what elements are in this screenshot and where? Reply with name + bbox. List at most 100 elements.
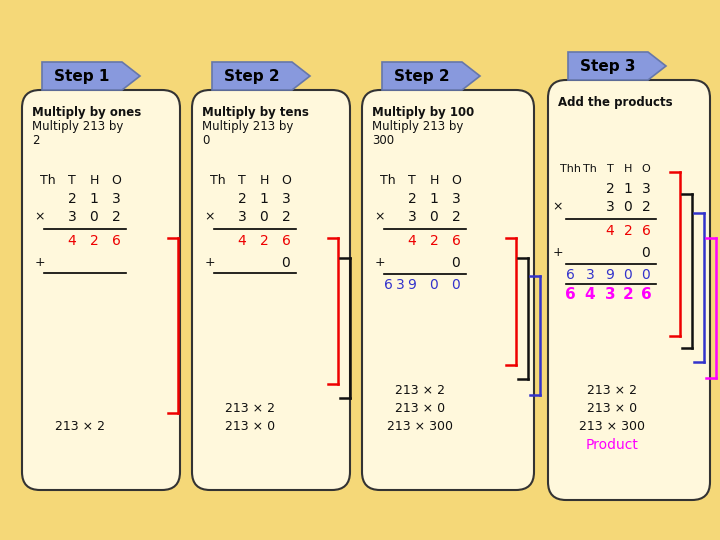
Text: 2: 2: [451, 210, 460, 224]
Text: 3: 3: [112, 192, 120, 206]
Text: 0: 0: [89, 210, 99, 224]
Text: 3: 3: [451, 192, 460, 206]
Text: 2: 2: [260, 234, 269, 248]
FancyBboxPatch shape: [22, 90, 180, 490]
Text: 213 × 2: 213 × 2: [395, 384, 445, 397]
Text: 2: 2: [623, 287, 634, 302]
Text: 0: 0: [642, 246, 650, 260]
Text: 2: 2: [606, 182, 614, 196]
Text: 6: 6: [564, 287, 575, 302]
Text: 2: 2: [89, 234, 99, 248]
Text: 2: 2: [408, 192, 416, 206]
Text: Multiply 213 by: Multiply 213 by: [372, 120, 464, 133]
Text: +: +: [35, 256, 45, 269]
Text: 4: 4: [585, 287, 595, 302]
Text: 4: 4: [606, 224, 614, 238]
Text: Multiply by tens: Multiply by tens: [202, 106, 309, 119]
Text: 2: 2: [642, 200, 650, 214]
Text: ×: ×: [204, 210, 215, 223]
Text: 1: 1: [624, 182, 632, 196]
Text: 9: 9: [408, 278, 416, 292]
Text: 3: 3: [282, 192, 290, 206]
Text: 6: 6: [641, 287, 652, 302]
Text: Step 1: Step 1: [54, 69, 109, 84]
Text: 3: 3: [642, 182, 650, 196]
Text: 0: 0: [624, 268, 632, 282]
Text: O: O: [451, 174, 461, 187]
Text: O: O: [642, 164, 650, 174]
Text: ×: ×: [374, 210, 385, 223]
Text: 0: 0: [430, 210, 438, 224]
Text: 6: 6: [642, 224, 650, 238]
Text: 0: 0: [642, 268, 650, 282]
Text: 213 × 0: 213 × 0: [587, 402, 637, 415]
Text: 4: 4: [68, 234, 76, 248]
Text: 2: 2: [32, 134, 40, 147]
Polygon shape: [568, 52, 666, 80]
Text: Multiply by ones: Multiply by ones: [32, 106, 141, 119]
Text: H: H: [429, 174, 438, 187]
Text: Th: Th: [380, 174, 396, 187]
Text: ×: ×: [35, 210, 45, 223]
Text: Th: Th: [210, 174, 226, 187]
Text: 6: 6: [566, 268, 575, 282]
Text: 3: 3: [68, 210, 76, 224]
Text: O: O: [281, 174, 291, 187]
Text: 0: 0: [260, 210, 269, 224]
Text: 213 × 300: 213 × 300: [387, 420, 453, 433]
Text: 2: 2: [282, 210, 290, 224]
Text: 3: 3: [408, 210, 416, 224]
Text: +: +: [374, 256, 385, 269]
Polygon shape: [42, 62, 140, 90]
Text: Th: Th: [40, 174, 56, 187]
Text: Add the products: Add the products: [558, 96, 672, 109]
Text: 213 × 2: 213 × 2: [587, 384, 637, 397]
Text: +: +: [553, 246, 563, 259]
Text: T: T: [68, 174, 76, 187]
Text: 0: 0: [624, 200, 632, 214]
Text: Multiply 213 by: Multiply 213 by: [32, 120, 123, 133]
Text: T: T: [607, 164, 613, 174]
Text: Step 3: Step 3: [580, 58, 636, 73]
Text: 4: 4: [408, 234, 416, 248]
Text: 0: 0: [451, 256, 460, 270]
Text: ×: ×: [553, 200, 563, 213]
Text: 1: 1: [430, 192, 438, 206]
Text: 213 × 2: 213 × 2: [55, 420, 105, 433]
Text: Multiply by 100: Multiply by 100: [372, 106, 474, 119]
Text: 300: 300: [372, 134, 394, 147]
Text: 0: 0: [282, 256, 290, 270]
Text: 213 × 2: 213 × 2: [225, 402, 275, 415]
Text: 6: 6: [384, 278, 392, 292]
Text: 2: 2: [68, 192, 76, 206]
Text: Th: Th: [583, 164, 597, 174]
Text: 4: 4: [238, 234, 246, 248]
Text: 3: 3: [395, 278, 405, 292]
Polygon shape: [382, 62, 480, 90]
Text: 0: 0: [202, 134, 210, 147]
FancyBboxPatch shape: [192, 90, 350, 490]
Text: H: H: [89, 174, 99, 187]
Text: +: +: [204, 256, 215, 269]
Text: 3: 3: [605, 287, 616, 302]
Text: 2: 2: [112, 210, 120, 224]
Text: 1: 1: [260, 192, 269, 206]
Text: T: T: [408, 174, 416, 187]
Text: 213 × 0: 213 × 0: [395, 402, 445, 415]
Text: 0: 0: [430, 278, 438, 292]
Polygon shape: [212, 62, 310, 90]
FancyBboxPatch shape: [362, 90, 534, 490]
Text: Step 2: Step 2: [224, 69, 280, 84]
Text: 6: 6: [282, 234, 290, 248]
Text: 1: 1: [89, 192, 99, 206]
Text: 0: 0: [451, 278, 460, 292]
Text: Product: Product: [585, 438, 639, 452]
Text: O: O: [111, 174, 121, 187]
Text: T: T: [238, 174, 246, 187]
Text: 2: 2: [624, 224, 632, 238]
Text: H: H: [259, 174, 269, 187]
Text: Thh: Thh: [559, 164, 580, 174]
Text: 213 × 300: 213 × 300: [579, 420, 645, 433]
Text: 3: 3: [606, 200, 614, 214]
Text: 9: 9: [606, 268, 614, 282]
